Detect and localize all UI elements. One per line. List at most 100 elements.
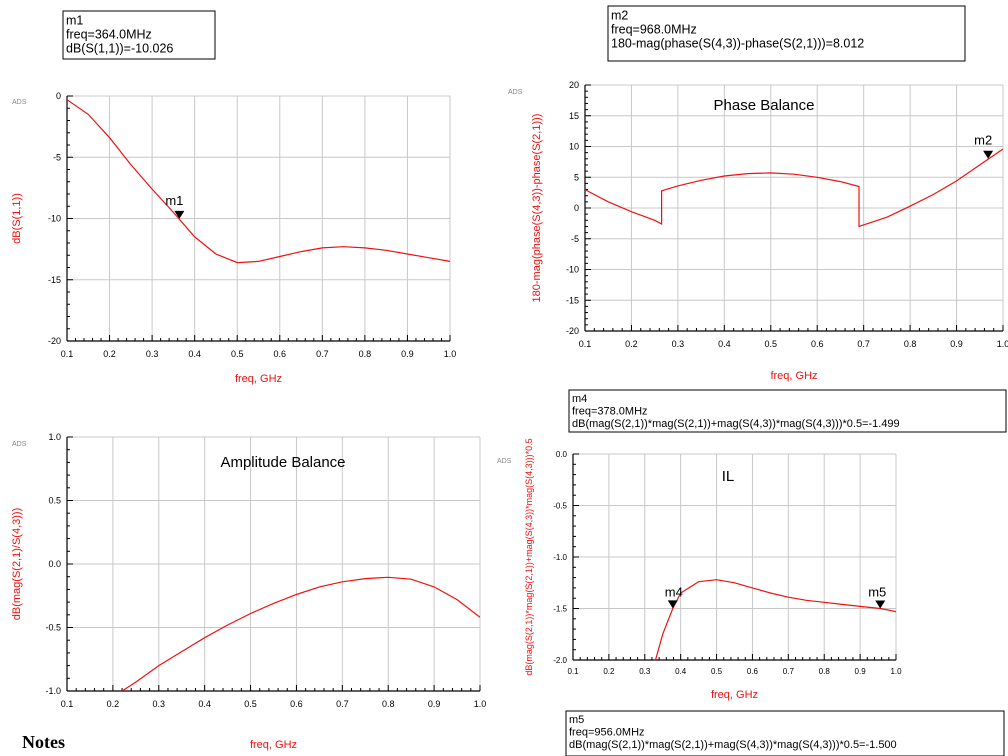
x-tick-label: 0.7 [336, 699, 349, 709]
y-tick-label: -0.5 [45, 623, 61, 633]
chart-phase: 0.1 0.2 0.3 0.4 0.5 0.6 0.7 0.8 0.9 1.0 20 15 10 5 0 -5… [508, 5, 1008, 382]
x-tick-label: 0.4 [188, 349, 201, 359]
marker-readout-line: freq=364.0MHz [66, 28, 152, 42]
marker-m4-icon[interactable] [667, 600, 678, 609]
y-tick-label: -0.5 [553, 502, 567, 511]
marker-label-m5: m5 [868, 585, 886, 600]
marker-label-m2: m2 [974, 133, 992, 148]
x-tick-label: 0.8 [819, 667, 831, 676]
marker-readout-m2: m2freq=968.0MHz180-mag(phase(S(4,3))-pha… [607, 5, 966, 62]
marker-readout-line: freq=968.0MHz [611, 23, 697, 37]
marker-readout-box [568, 389, 1007, 433]
chart-amp: 0.1 0.2 0.3 0.4 0.5 0.6 0.7 0.8 0.9 1.0 1.0 0.5 0.0 -… [11, 432, 486, 751]
marker-readout-m5: m5freq=956.0MHzdB(mag(S(2,1))*mag(S(2,1)… [565, 710, 1005, 756]
x-axis-label: freq, GHz [235, 373, 282, 385]
x-tick-label: 0.5 [765, 339, 778, 349]
marker-readout-box [607, 5, 966, 62]
marker-readout-line: m4 [572, 393, 587, 405]
y-tick-label: -1.0 [553, 553, 567, 562]
x-tick-label: 1.0 [997, 339, 1008, 349]
y-tick-label: -15 [48, 275, 61, 285]
x-tick-label: 0.2 [625, 339, 638, 349]
marker-readout-box [62, 10, 216, 60]
chart-title: Amplitude Balance [220, 454, 345, 471]
x-axis-label: freq, GHz [250, 739, 297, 751]
x-tick-label: 0.4 [675, 667, 687, 676]
x-tick-label: 0.2 [103, 349, 116, 359]
x-tick-label: 0.7 [316, 349, 329, 359]
x-tick-label: 0.5 [711, 667, 723, 676]
y-tick-label: 0 [574, 203, 579, 213]
x-axis-label: freq, GHz [711, 689, 758, 701]
x-tick-label: 0.4 [718, 339, 731, 349]
marker-m1-icon[interactable] [174, 210, 185, 219]
y-tick-label: -10 [48, 214, 61, 224]
marker-label-m4: m4 [665, 584, 683, 599]
x-tick-label: 0.3 [153, 699, 166, 709]
marker-readout-line: freq=956.0MHz [569, 727, 645, 739]
x-tick-label: 0.5 [244, 699, 257, 709]
y-tick-label: -15 [566, 295, 579, 305]
y-tick-label: -1.0 [45, 686, 61, 696]
marker-readout-line: m5 [569, 714, 584, 726]
chart-s11: 0.1 0.2 0.3 0.4 0.5 0.6 0.7 0.8 0.9 1.0 0 -5 -10 -15 -… [11, 10, 457, 385]
marker-readout-line: freq=378.0MHz [572, 406, 648, 418]
marker-label-m1: m1 [165, 193, 183, 208]
y-tick-label: 20 [569, 80, 579, 90]
x-tick-label: 0.2 [107, 699, 120, 709]
x-tick-label: 0.9 [428, 699, 441, 709]
x-tick-label: 0.3 [146, 349, 159, 359]
x-tick-label: 0.3 [672, 339, 685, 349]
x-tick-label: 0.1 [61, 349, 74, 359]
x-tick-label: 0.8 [359, 349, 372, 359]
notes-heading: Notes [22, 732, 65, 752]
ads-tag: ADS [508, 89, 523, 96]
y-axis-label: dB(S(1,1)) [11, 193, 23, 244]
x-tick-label: 0.9 [950, 339, 963, 349]
marker-m5-icon[interactable] [875, 600, 886, 609]
y-tick-label: 0.5 [48, 496, 61, 506]
x-tick-label: 0.4 [198, 699, 211, 709]
y-tick-label: 0.0 [556, 450, 568, 459]
chart-title: Phase Balance [714, 97, 815, 114]
x-tick-label: 0.9 [401, 349, 414, 359]
y-axis-label: dB(mag(S(2,1))*mag(S(2,1))+mag(S(4,3))*m… [524, 438, 534, 675]
marker-readout-box [565, 710, 1005, 756]
x-tick-label: 0.7 [857, 339, 870, 349]
x-tick-label: 1.0 [474, 699, 487, 709]
x-tick-label: 0.1 [579, 339, 592, 349]
x-axis-label: freq, GHz [770, 370, 817, 382]
chart-il: 0.1 0.2 0.3 0.4 0.5 0.6 0.7 0.8 0.9 1.0 0.0 -0.5 -1.… [497, 389, 1007, 756]
y-tick-label: 0 [56, 91, 61, 101]
marker-readout-line: m1 [66, 14, 83, 28]
x-tick-label: 0.3 [639, 667, 651, 676]
chart-title: IL [722, 468, 735, 485]
x-tick-label: 1.0 [890, 667, 902, 676]
marker-readout-line: dB(mag(S(2,1))*mag(S(2,1))+mag(S(4,3))*m… [572, 418, 900, 430]
x-tick-label: 0.5 [231, 349, 244, 359]
x-tick-label: 0.1 [61, 699, 74, 709]
x-tick-label: 0.8 [382, 699, 395, 709]
marker-readout-m4: m4freq=378.0MHzdB(mag(S(2,1))*mag(S(2,1)… [568, 389, 1007, 433]
y-tick-label: 1.0 [48, 432, 61, 442]
y-tick-label: 0.0 [48, 559, 61, 569]
series-line [67, 99, 450, 264]
marker-readout-line: dB(mag(S(2,1))*mag(S(2,1))+mag(S(4,3))*m… [569, 739, 897, 751]
x-tick-label: 0.9 [855, 667, 867, 676]
y-tick-label: -5 [53, 152, 61, 162]
series-line [121, 576, 480, 691]
marker-m2-icon[interactable] [983, 150, 994, 159]
marker-readout-line: dB(S(1,1))=-10.026 [66, 42, 173, 56]
x-tick-label: 0.1 [567, 667, 579, 676]
x-tick-label: 0.8 [904, 339, 917, 349]
y-tick-label: -5 [571, 234, 579, 244]
marker-readout-line: 180-mag(phase(S(4,3))-phase(S(2,1)))=8.0… [611, 37, 864, 51]
x-tick-label: 1.0 [444, 349, 457, 359]
ads-tag: ADS [12, 441, 27, 448]
marker-readout-line: m2 [611, 9, 628, 23]
y-tick-label: -20 [566, 326, 579, 336]
y-tick-label: -2.0 [553, 656, 567, 665]
y-tick-label: -20 [48, 336, 61, 346]
y-tick-label: 10 [569, 142, 579, 152]
y-tick-label: 5 [574, 172, 579, 182]
